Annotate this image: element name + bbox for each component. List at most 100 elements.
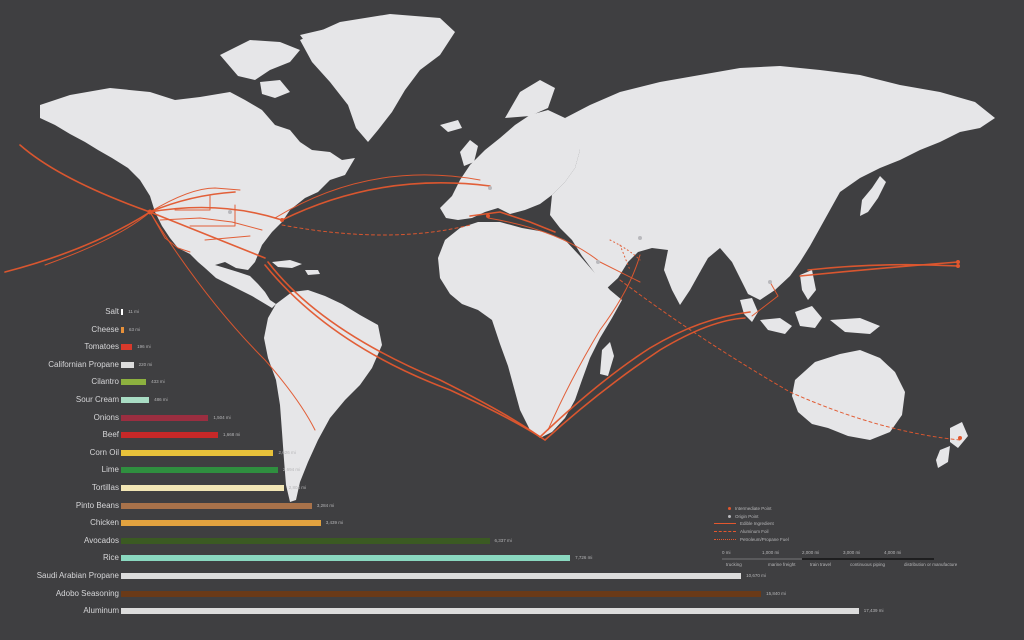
- distance-bar: [121, 432, 218, 439]
- land-north-america: [40, 88, 355, 270]
- distance-label: 15,840 mi: [766, 590, 786, 596]
- land-greenland: [300, 14, 455, 142]
- land-madagascar: [600, 342, 614, 376]
- route-med: [469, 211, 556, 233]
- ingredient-name: Rice: [102, 553, 119, 563]
- ingredient-name: Cilantro: [91, 377, 119, 387]
- intermediate-point: [958, 436, 962, 440]
- route-indian-cape: [544, 317, 746, 441]
- legend-origin-label: Origin Point: [735, 514, 759, 519]
- distance-label: 10,670 mi: [746, 573, 766, 578]
- distance-label: 1,504 mi: [213, 414, 231, 420]
- ingredient-row: Pinto Beans 3,284 mi: [0, 499, 1024, 517]
- legend-petroleum-label: Petroleum/Propane Fuel: [740, 537, 789, 542]
- distance-bar: [121, 502, 312, 509]
- route-asia-pacific-2: [807, 263, 959, 271]
- route-atlantic-foil: [281, 224, 471, 236]
- distance-bar: [121, 309, 124, 315]
- distance-bar: [121, 555, 571, 562]
- route-pacific-hawaii: [44, 211, 151, 266]
- ingredient-row: Onions 1,504 mi: [0, 411, 1024, 429]
- route-china: [751, 281, 779, 317]
- ingredient-row: Adobo Seasoning 15,840 mi: [0, 587, 1024, 605]
- legend-origin: Origin Point: [728, 514, 759, 519]
- route-west-coast-to-east: [149, 206, 283, 221]
- origin-point: [488, 186, 492, 190]
- ingredient-name: Saudi Arabian Propane: [36, 571, 119, 580]
- dotted-line-icon: [714, 539, 736, 541]
- legend-aluminum-label: Aluminum Foil: [740, 529, 769, 534]
- ingredient-row: Cheese 63 mi: [0, 323, 1024, 341]
- distance-label: 3,439 mi: [325, 520, 344, 526]
- distance-bar: [121, 537, 490, 544]
- distance-bar: [121, 485, 284, 491]
- ingredient-row: Saudi Arabian Propane 10,670 mi: [0, 569, 1024, 587]
- ingredient-name: Aluminum: [83, 606, 119, 616]
- distance-bar: [121, 344, 133, 351]
- land-asia: [550, 66, 995, 300]
- distance-bar: [121, 379, 147, 386]
- ingredient-name: Sour Cream: [75, 395, 119, 404]
- route-gulf-to-cape: [267, 261, 541, 438]
- distance-bar: [121, 608, 859, 615]
- distance-bar: [121, 361, 134, 368]
- route-gulf-to-nz: [619, 279, 961, 441]
- route-central: [159, 217, 263, 231]
- distance-label: 196 mi: [137, 344, 151, 350]
- scale-tick: 4,000 mi: [884, 550, 902, 555]
- distance-label: 1,668 mi: [222, 432, 241, 438]
- ingredient-name: Chicken: [90, 518, 119, 528]
- distance-label: 2,804 mi: [288, 485, 307, 490]
- scale-tick: 0 mi: [722, 550, 731, 555]
- legend-intermediate-label: Intermediate Point: [735, 506, 772, 511]
- route-points: [147, 186, 962, 440]
- ingredient-row: Chicken 3,439 mi: [0, 516, 1024, 534]
- ingredient-distance-chart: Salt 11 mi Cheese 63 mi Tomatoes 196 mi Califo…: [0, 305, 1024, 635]
- land-europe: [440, 110, 580, 220]
- ingredient-name: Avocados: [84, 535, 119, 545]
- ingredient-name: Lime: [101, 465, 119, 475]
- route-indian-cape-2: [539, 311, 751, 438]
- ingredient-row: Rice 7,726 mi: [0, 551, 1024, 569]
- origin-point: [638, 236, 642, 240]
- distance-label: 3,284 mi: [316, 502, 335, 508]
- legend-intermediate: Intermediate Point: [728, 506, 772, 511]
- ingredient-name: Cheese: [91, 324, 119, 334]
- ingredient-row: Lime 2,694 mi: [0, 463, 1024, 481]
- route-chile: [149, 211, 316, 431]
- route-persian: [547, 254, 641, 431]
- origin-point: [228, 210, 232, 214]
- route-asia-pacific: [799, 261, 959, 277]
- route-arabia: [609, 239, 641, 271]
- land-india: [664, 250, 705, 305]
- ingredient-name: Californian Propane: [48, 359, 119, 369]
- intermediate-point: [486, 214, 490, 218]
- route-atlantic-north: [274, 174, 481, 219]
- ingredient-name: Salt: [105, 307, 119, 316]
- ingredient-name: Tortillas: [91, 483, 119, 492]
- route-west-coast-to-gulf: [149, 211, 266, 259]
- ingredient-row: Salt 11 mi: [0, 305, 1024, 323]
- distance-scale: 0 mi 1,000 mi 2,000 mi 3,000 mi 4,000 mi…: [722, 550, 1022, 570]
- land-central-america: [205, 265, 276, 308]
- distance-bar: [121, 397, 150, 403]
- scale-bar-segment: [722, 558, 802, 560]
- distance-bar: [121, 449, 274, 456]
- land-uk-scandinavia: [440, 80, 555, 166]
- scale-mode: trucking: [726, 562, 742, 567]
- land-new-zealand: [936, 422, 968, 468]
- dot-icon: [728, 507, 731, 511]
- distance-bar: [121, 520, 321, 527]
- route-midwest-grid: [174, 195, 251, 241]
- scale-mode: continuous piping: [850, 562, 886, 567]
- scale-mode: train travel: [810, 562, 832, 567]
- legend-edible: Edible Ingredient: [714, 521, 774, 526]
- scale-tick: 1,000 mi: [762, 550, 780, 555]
- scale-mode: marine freight: [768, 562, 796, 567]
- route-gulf-to-cape-2: [264, 264, 546, 441]
- land-australia: [792, 350, 905, 440]
- ingredient-name: Beef: [102, 430, 119, 440]
- ingredient-row: Californian Propane 220 mi: [0, 358, 1024, 376]
- distance-bar: [121, 467, 278, 474]
- ingredient-row: Tomatoes 196 mi: [0, 340, 1024, 358]
